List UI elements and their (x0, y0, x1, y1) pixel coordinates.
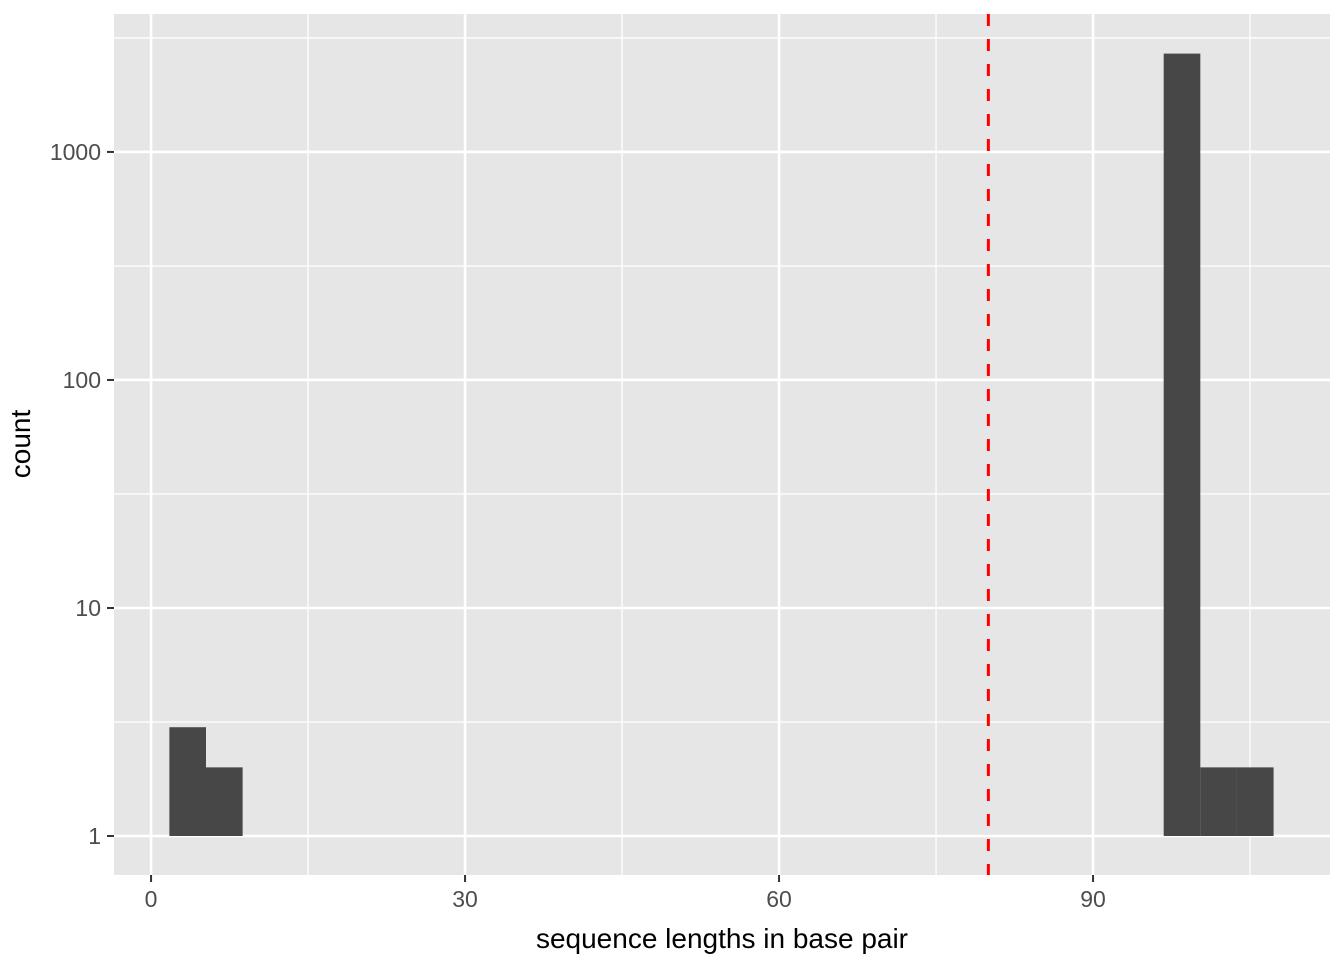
x-axis-title: sequence lengths in base pair (536, 923, 908, 954)
histogram-bar (1236, 767, 1274, 837)
y-tick-label: 1 (88, 823, 101, 849)
y-axis-title: count (5, 410, 36, 479)
histogram-bar (1200, 767, 1237, 837)
x-tick-label: 90 (1080, 886, 1106, 912)
histogram-bar (1163, 53, 1201, 837)
y-tick-label: 1000 (50, 139, 101, 165)
x-tick-label: 30 (452, 886, 478, 912)
histogram-bar (206, 767, 243, 837)
x-tick-label: 0 (145, 886, 158, 912)
x-tick-label: 60 (766, 886, 792, 912)
y-tick-label: 10 (75, 595, 101, 621)
histogram-bar (169, 727, 207, 837)
panel-background (114, 14, 1330, 875)
y-tick-label: 100 (63, 367, 101, 393)
plot-panel: 0 30 60 90 1 10 100 1000 (50, 14, 1330, 912)
